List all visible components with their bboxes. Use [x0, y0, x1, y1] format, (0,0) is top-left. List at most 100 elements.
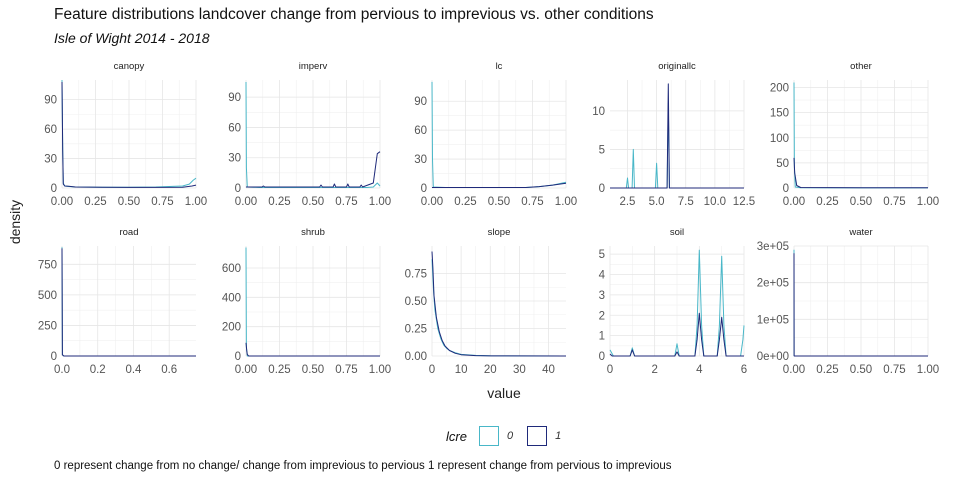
y-tick-label: 60: [44, 124, 57, 136]
y-tick-label: 2e+05: [757, 278, 789, 290]
x-tick-label: 6: [741, 364, 747, 376]
x-tick-label: 1.00: [555, 196, 577, 208]
density-line-imperv-1: [246, 151, 381, 188]
facet-label-road: road: [119, 227, 138, 238]
x-tick-label: 0: [607, 364, 613, 376]
facet-label-originallc: originallc: [658, 61, 696, 72]
x-tick-label: 0.00: [783, 364, 805, 376]
y-tick-label: 400: [222, 292, 241, 304]
y-tick-label: 750: [38, 259, 57, 271]
x-tick-label: 1.00: [369, 364, 391, 376]
legend-key-1: [527, 426, 548, 446]
x-tick-label: 0: [429, 364, 435, 376]
x-tick-label: 0.25: [816, 364, 838, 376]
y-tick-label: 0: [51, 351, 57, 363]
facet-label-imperv: imperv: [299, 61, 328, 72]
caption: 0 represent change from no change/ chang…: [54, 460, 672, 472]
y-tick-label: 50: [776, 158, 789, 170]
y-tick-label: 0.25: [405, 324, 427, 336]
facet-label-lc: lc: [496, 61, 503, 72]
density-line-water-1: [793, 253, 928, 357]
x-tick-label: 0.25: [268, 364, 290, 376]
x-tick-label: 0.50: [118, 196, 140, 208]
x-tick-label: 0.50: [488, 196, 510, 208]
density-line-canopy-1: [61, 81, 197, 188]
x-tick-label: 2: [651, 364, 657, 376]
x-tick-label: 1.00: [185, 196, 207, 208]
density-line-soil-1: [609, 312, 744, 357]
x-tick-label: 0.25: [816, 196, 838, 208]
x-tick-label: 1.00: [369, 196, 391, 208]
density-line-other-1: [793, 157, 928, 189]
y-tick-label: 200: [770, 83, 789, 95]
x-tick-label: 0.4: [125, 364, 142, 376]
x-tick-label: 1.00: [917, 196, 939, 208]
legend-label-1: 1: [555, 430, 562, 442]
x-tick-label: 0.00: [51, 196, 73, 208]
x-tick-label: 0.25: [454, 196, 476, 208]
x-tick-label: 0.00: [235, 364, 257, 376]
y-tick-label: 60: [228, 122, 241, 134]
x-tick-label: 0.50: [850, 196, 872, 208]
y-tick-label: 30: [414, 154, 427, 166]
y-tick-label: 200: [222, 322, 241, 334]
x-tick-label: 0.50: [302, 196, 324, 208]
x-tick-label: 0.25: [84, 196, 106, 208]
x-tick-label: 0.00: [421, 196, 443, 208]
y-tick-label: 0: [421, 183, 427, 195]
x-tick-label: 0.2: [90, 364, 106, 376]
x-tick-label: 0.00: [235, 196, 257, 208]
chart-subtitle: Isle of Wight 2014 - 2018: [54, 30, 210, 46]
x-tick-label: 0.75: [883, 364, 905, 376]
y-tick-label: 90: [44, 95, 57, 107]
y-tick-label: 3: [599, 290, 605, 302]
y-tick-label: 0: [599, 183, 605, 195]
y-tick-label: 30: [228, 153, 241, 165]
legend: lcre 0 1: [446, 424, 575, 448]
y-tick-label: 250: [38, 320, 57, 332]
y-tick-label: 0: [783, 183, 789, 195]
density-line-shrub-1: [245, 342, 380, 357]
chart-title: Feature distributions landcover change f…: [54, 6, 654, 23]
x-tick-label: 0.25: [268, 196, 290, 208]
y-tick-label: 60: [414, 125, 427, 137]
x-tick-label: 10: [455, 364, 468, 376]
y-tick-label: 600: [222, 263, 241, 275]
y-tick-label: 2: [599, 310, 605, 322]
x-tick-label: 0.75: [335, 364, 357, 376]
x-axis-title: value: [487, 385, 521, 401]
y-tick-label: 0e+00: [757, 351, 789, 363]
facet-label-shrub: shrub: [301, 227, 325, 238]
y-tick-label: 0.00: [405, 351, 427, 363]
y-tick-label: 500: [38, 290, 57, 302]
y-tick-label: 90: [414, 96, 427, 108]
y-tick-label: 0.75: [405, 269, 427, 281]
facet-label-water: water: [848, 227, 872, 238]
x-tick-label: 7.5: [678, 196, 694, 208]
y-tick-label: 30: [44, 154, 57, 166]
legend-title: lcre: [446, 428, 467, 444]
x-tick-label: 40: [542, 364, 555, 376]
y-tick-label: 3e+05: [757, 241, 789, 253]
facet-label-slope: slope: [488, 227, 511, 238]
y-tick-label: 0: [235, 183, 241, 195]
y-tick-label: 10: [592, 106, 605, 118]
y-tick-label: 0: [235, 351, 241, 363]
y-tick-label: 150: [770, 108, 789, 120]
y-tick-label: 5: [599, 249, 605, 261]
x-tick-label: 0.75: [521, 196, 543, 208]
y-tick-label: 0: [599, 351, 605, 363]
density-line-road-0: [61, 247, 196, 357]
x-tick-label: 0.00: [783, 196, 805, 208]
x-tick-label: 2.5: [619, 196, 635, 208]
y-tick-label: 1e+05: [757, 314, 789, 326]
x-tick-label: 0.75: [151, 196, 173, 208]
density-line-slope-1: [431, 251, 567, 357]
legend-label-0: 0: [506, 430, 514, 442]
x-tick-label: 30: [513, 364, 526, 376]
y-tick-label: 90: [228, 92, 241, 104]
y-axis-title: density: [7, 200, 23, 244]
y-tick-label: 1: [599, 331, 605, 343]
density-line-road-1: [61, 248, 196, 357]
